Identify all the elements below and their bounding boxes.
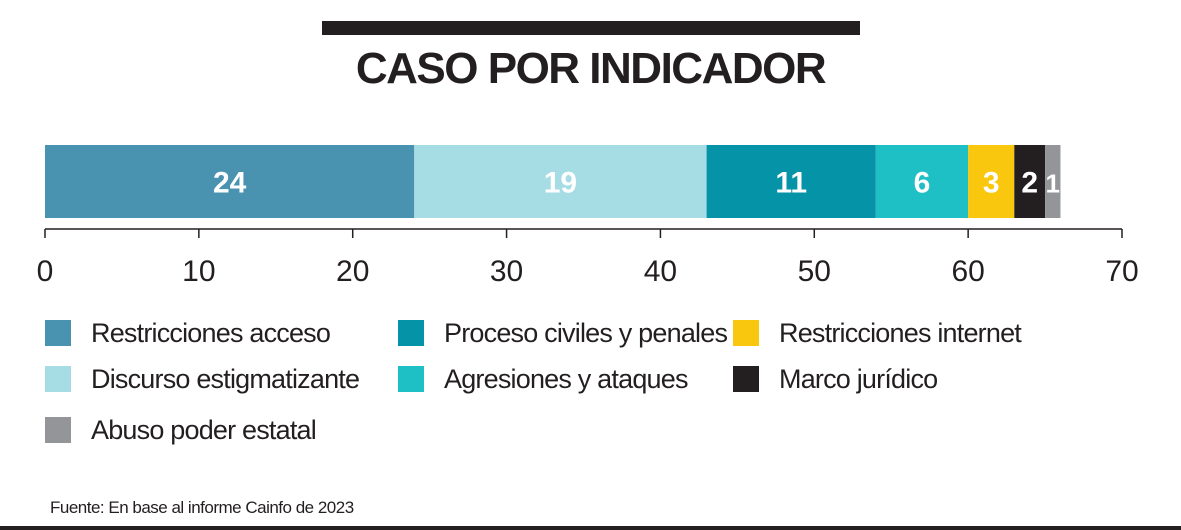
x-tick-label-6: 60 — [951, 255, 984, 288]
x-tick-label-0: 0 — [37, 255, 54, 288]
bar-value-label-1: 19 — [544, 167, 577, 200]
source-note: Fuente: En base al informe Cainfo de 202… — [50, 498, 354, 517]
bar-value-label-2: 11 — [775, 167, 807, 200]
bar-value-label-4: 3 — [983, 167, 1000, 200]
x-tick-label-5: 50 — [798, 255, 831, 288]
x-tick-label-3: 30 — [490, 255, 523, 288]
bottom-rule — [0, 526, 1181, 530]
chart-title: CASO POR INDICADOR — [355, 44, 827, 93]
bar-value-label-0: 24 — [213, 167, 247, 200]
bar-segment-0 — [45, 145, 415, 218]
x-tick-label-2: 20 — [336, 255, 369, 288]
bar-segment-1 — [414, 145, 707, 218]
x-tick-label-4: 40 — [644, 255, 677, 288]
bar-segment-5 — [1014, 145, 1046, 218]
bar-segment-6 — [1045, 145, 1061, 218]
bar-value-label-5: 2 — [1021, 167, 1038, 200]
bar-segment-4 — [968, 145, 1015, 218]
bar-segment-2 — [706, 145, 876, 218]
bar-segment-3 — [875, 145, 969, 218]
bar-value-label-6: 1 — [1046, 169, 1060, 199]
x-tick-label-7: 70 — [1105, 255, 1138, 288]
title-rule — [322, 21, 860, 35]
bar-value-label-3: 6 — [914, 167, 931, 200]
x-tick-label-1: 10 — [182, 255, 215, 288]
